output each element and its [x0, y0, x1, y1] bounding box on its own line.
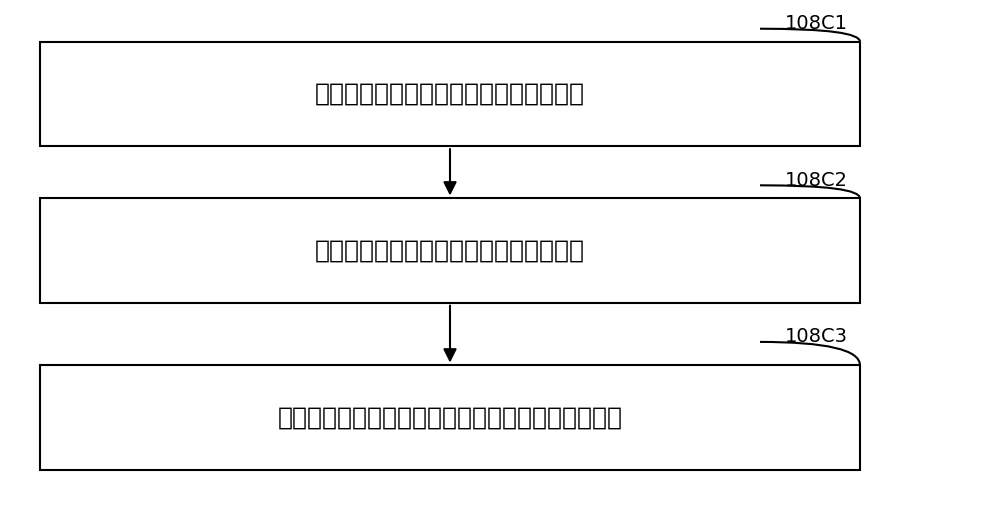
Bar	[40, 365, 860, 470]
Text: 根据行驶角度和差值计算得到行驶高度差: 根据行驶角度和差值计算得到行驶高度差	[315, 239, 585, 263]
Text: 108C2: 108C2	[785, 171, 848, 189]
Bar	[40, 198, 860, 303]
Bar	[40, 42, 860, 146]
Text: 根据行驶高度差和行驶角度确定目标车辆的停靠层数: 根据行驶高度差和行驶角度确定目标车辆的停靠层数	[278, 406, 622, 430]
Text: 计算第二里程数与第一里程数之间的差值: 计算第二里程数与第一里程数之间的差值	[315, 82, 585, 106]
Text: 108C3: 108C3	[785, 327, 848, 346]
Text: 108C1: 108C1	[785, 14, 848, 33]
